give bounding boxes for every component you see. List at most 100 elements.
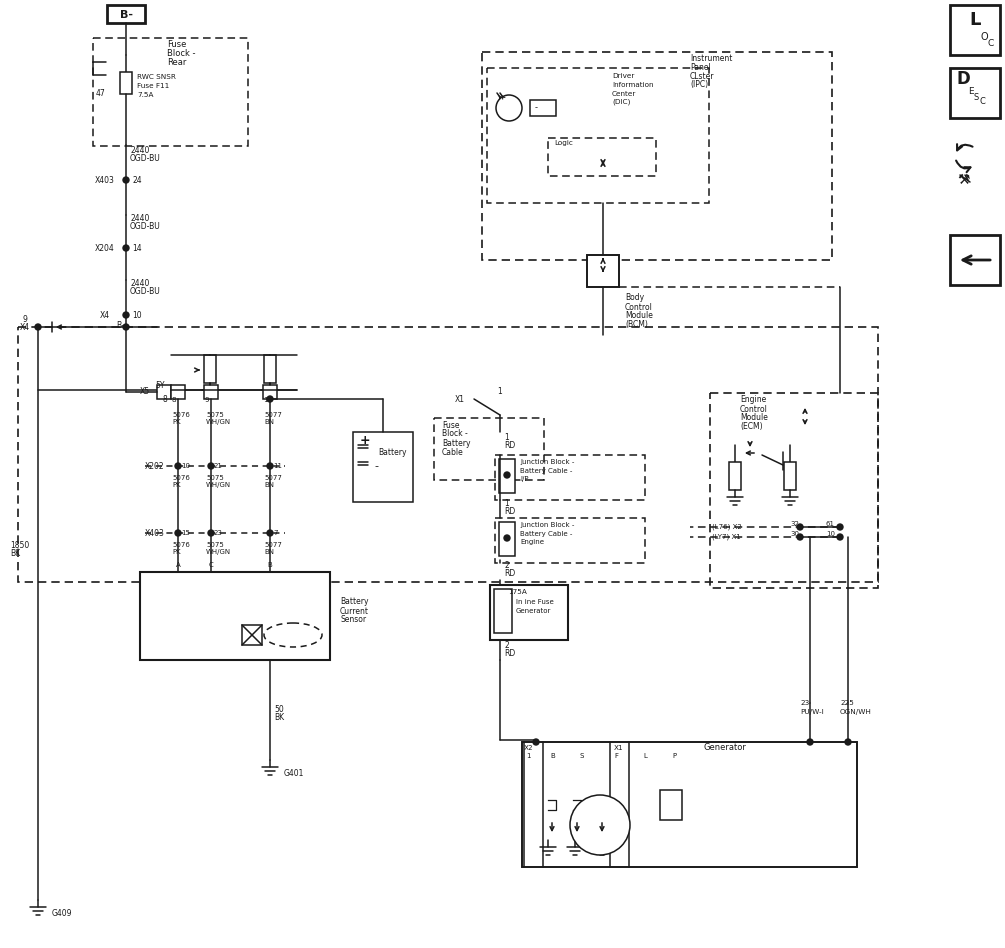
Bar bbox=[93, 38, 248, 146]
Text: PK: PK bbox=[172, 549, 181, 555]
Text: Battery: Battery bbox=[378, 447, 406, 457]
Bar bbox=[204, 355, 216, 383]
Text: Engine: Engine bbox=[520, 539, 544, 545]
Text: I/P: I/P bbox=[520, 476, 529, 482]
Text: CLster: CLster bbox=[690, 71, 715, 81]
Text: L: L bbox=[969, 11, 981, 29]
Text: Body: Body bbox=[625, 294, 644, 302]
Text: 9: 9 bbox=[204, 397, 209, 403]
Bar bbox=[499, 459, 515, 493]
Bar bbox=[950, 5, 1000, 55]
Text: Panel: Panel bbox=[690, 63, 711, 71]
Bar bbox=[140, 572, 330, 660]
Text: Cable: Cable bbox=[442, 447, 463, 457]
Text: BN: BN bbox=[264, 482, 274, 488]
Text: 1: 1 bbox=[504, 432, 509, 442]
Text: RD: RD bbox=[504, 569, 516, 577]
Text: 5Y: 5Y bbox=[155, 381, 165, 391]
Bar bbox=[548, 138, 656, 176]
Bar bbox=[242, 625, 262, 645]
Text: G409: G409 bbox=[52, 908, 72, 918]
Text: Logic: Logic bbox=[554, 140, 573, 146]
Text: Fuse: Fuse bbox=[442, 421, 459, 429]
Text: P: P bbox=[672, 753, 676, 759]
Text: 61: 61 bbox=[826, 521, 835, 527]
Bar bbox=[522, 742, 857, 867]
Text: X5: X5 bbox=[140, 388, 150, 396]
Bar bbox=[487, 68, 709, 203]
Text: OGN/WH: OGN/WH bbox=[840, 709, 872, 715]
Bar bbox=[950, 235, 1000, 285]
Text: B-: B- bbox=[120, 10, 133, 20]
Text: Block -: Block - bbox=[442, 429, 467, 439]
Text: 14: 14 bbox=[132, 244, 142, 252]
Circle shape bbox=[208, 530, 214, 536]
Text: WH/GN: WH/GN bbox=[206, 549, 231, 555]
Bar bbox=[204, 385, 218, 399]
Text: (IPC): (IPC) bbox=[690, 80, 709, 88]
Circle shape bbox=[837, 534, 843, 540]
Bar bbox=[107, 5, 145, 23]
Text: 1: 1 bbox=[497, 388, 501, 396]
Text: 23: 23 bbox=[800, 700, 809, 706]
Circle shape bbox=[208, 463, 214, 469]
Bar bbox=[157, 385, 171, 399]
Text: 21: 21 bbox=[214, 463, 223, 469]
Circle shape bbox=[123, 177, 129, 183]
Text: 15: 15 bbox=[181, 530, 190, 536]
Text: 5075: 5075 bbox=[206, 542, 224, 548]
Bar bbox=[729, 462, 741, 490]
Text: +: + bbox=[360, 433, 371, 447]
Text: Sensor: Sensor bbox=[340, 615, 366, 625]
Text: Information: Information bbox=[612, 82, 653, 88]
Text: OGD-BU: OGD-BU bbox=[130, 154, 161, 162]
Text: A: A bbox=[176, 562, 180, 568]
Text: PU/W-I: PU/W-I bbox=[800, 709, 824, 715]
Bar bbox=[490, 585, 568, 640]
Text: Fuse F11: Fuse F11 bbox=[137, 83, 169, 89]
Circle shape bbox=[35, 324, 41, 330]
Text: 1: 1 bbox=[504, 499, 509, 507]
Text: (DIC): (DIC) bbox=[612, 99, 630, 105]
Polygon shape bbox=[548, 810, 556, 820]
Text: Current: Current bbox=[340, 607, 369, 615]
Circle shape bbox=[496, 95, 522, 121]
Text: Rear: Rear bbox=[167, 58, 186, 66]
Bar bbox=[499, 522, 515, 556]
Text: 1850: 1850 bbox=[10, 540, 29, 550]
Text: 10: 10 bbox=[826, 531, 835, 537]
Text: 2440: 2440 bbox=[130, 279, 150, 287]
Circle shape bbox=[175, 463, 181, 469]
Text: C: C bbox=[209, 562, 213, 568]
Text: 5077: 5077 bbox=[264, 542, 281, 548]
Circle shape bbox=[845, 739, 851, 745]
Text: Junction Block -: Junction Block - bbox=[520, 522, 575, 528]
Text: -: - bbox=[374, 461, 378, 471]
Text: 8: 8 bbox=[162, 395, 167, 405]
Polygon shape bbox=[504, 103, 514, 113]
Text: X202: X202 bbox=[145, 462, 165, 470]
Text: C: C bbox=[988, 39, 994, 47]
Bar bbox=[710, 393, 878, 588]
Text: 32: 32 bbox=[790, 521, 799, 527]
Text: 50: 50 bbox=[274, 705, 283, 715]
Text: BK: BK bbox=[10, 549, 20, 557]
Text: X403: X403 bbox=[95, 175, 115, 185]
Text: 2: 2 bbox=[504, 560, 509, 570]
Text: OGD-BU: OGD-BU bbox=[130, 286, 161, 296]
Bar bbox=[353, 432, 413, 502]
Text: Instrument: Instrument bbox=[690, 53, 733, 63]
Text: G401: G401 bbox=[284, 769, 305, 777]
Text: 9: 9 bbox=[22, 316, 27, 324]
Text: 2440: 2440 bbox=[130, 213, 150, 223]
Text: Engine: Engine bbox=[740, 395, 766, 405]
Text: 5076: 5076 bbox=[172, 412, 190, 418]
Text: O: O bbox=[980, 32, 988, 42]
Text: Block -: Block - bbox=[167, 48, 196, 58]
Text: WH/GN: WH/GN bbox=[206, 482, 231, 488]
Text: X2: X2 bbox=[524, 745, 534, 751]
Text: S: S bbox=[580, 753, 584, 759]
Text: Fuse: Fuse bbox=[167, 40, 186, 48]
Text: C: C bbox=[979, 97, 985, 105]
Circle shape bbox=[267, 463, 273, 469]
